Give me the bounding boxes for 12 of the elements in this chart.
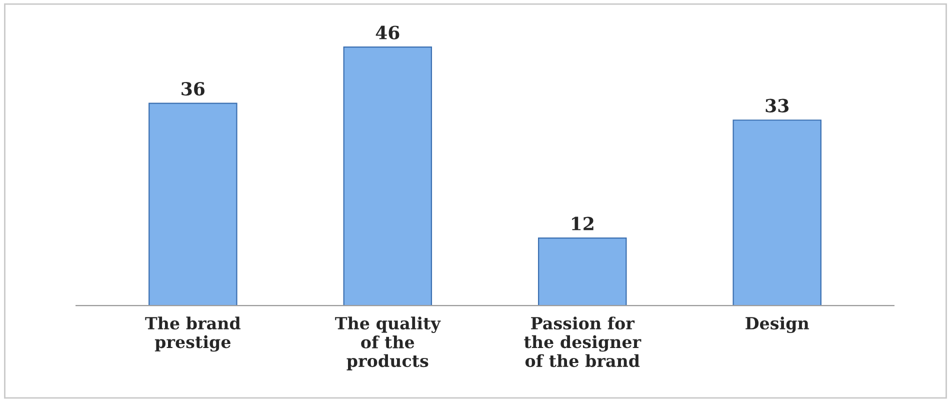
- bar: [732, 120, 822, 306]
- x-tick-label: The brand prestige: [145, 316, 240, 352]
- data-label: 46: [376, 26, 400, 40]
- data-label: 33: [766, 98, 789, 112]
- bar: [343, 46, 432, 306]
- data-label: 12: [572, 216, 594, 230]
- data-label: 36: [182, 82, 205, 96]
- x-tick-label: Passion for the designer of the brand: [524, 316, 642, 368]
- bar: [148, 102, 238, 306]
- x-tick-label: The quality of the products: [335, 316, 441, 370]
- bar: [538, 238, 627, 306]
- x-tick-label: Design: [746, 316, 809, 333]
